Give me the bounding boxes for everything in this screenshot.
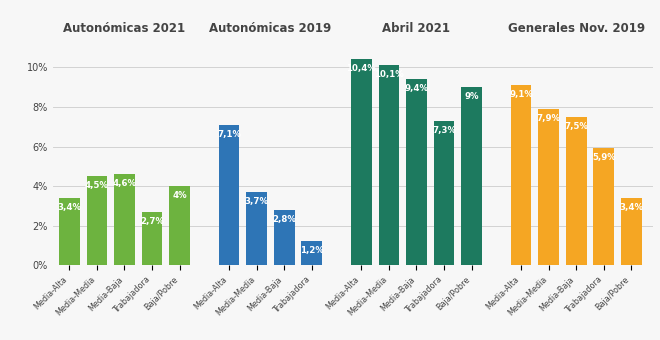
Text: Abril 2021: Abril 2021 [382,22,451,35]
Text: 3,7%: 3,7% [245,197,269,206]
Bar [142,212,162,265]
Text: 7,3%: 7,3% [432,126,456,135]
Text: 5,9%: 5,9% [592,153,616,163]
Bar [621,198,642,265]
Bar [274,210,294,265]
Text: 4,5%: 4,5% [85,181,109,190]
Text: 9,4%: 9,4% [405,84,428,93]
Bar [114,174,135,265]
Bar [169,186,190,265]
Text: Autonómicas 2019: Autonómicas 2019 [209,22,331,35]
Text: 10,1%: 10,1% [374,70,404,79]
Bar [511,85,531,265]
Text: 1,2%: 1,2% [300,246,323,255]
Text: 2,8%: 2,8% [273,215,296,224]
Text: Autonómicas 2021: Autonómicas 2021 [63,22,185,35]
Text: 10,4%: 10,4% [346,64,376,73]
Bar [86,176,107,265]
Bar [351,59,372,265]
Bar [379,65,399,265]
Bar [461,87,482,265]
Text: 7,5%: 7,5% [564,122,588,131]
Text: Generales Nov. 2019: Generales Nov. 2019 [508,22,645,35]
Bar [246,192,267,265]
Text: 2,7%: 2,7% [140,217,164,226]
Bar [406,79,427,265]
Bar [566,117,587,265]
Text: 3,4%: 3,4% [619,203,644,212]
Text: 4,6%: 4,6% [112,179,137,188]
Bar [302,241,322,265]
Text: 7,1%: 7,1% [217,130,241,139]
Bar [539,109,559,265]
Bar [593,149,614,265]
Bar [219,125,240,265]
Text: 9%: 9% [465,92,478,101]
Text: 3,4%: 3,4% [57,203,81,212]
Bar [434,121,454,265]
Text: 7,9%: 7,9% [537,114,561,123]
Text: 9,1%: 9,1% [510,90,533,99]
Text: 4%: 4% [172,191,187,200]
Bar [59,198,80,265]
